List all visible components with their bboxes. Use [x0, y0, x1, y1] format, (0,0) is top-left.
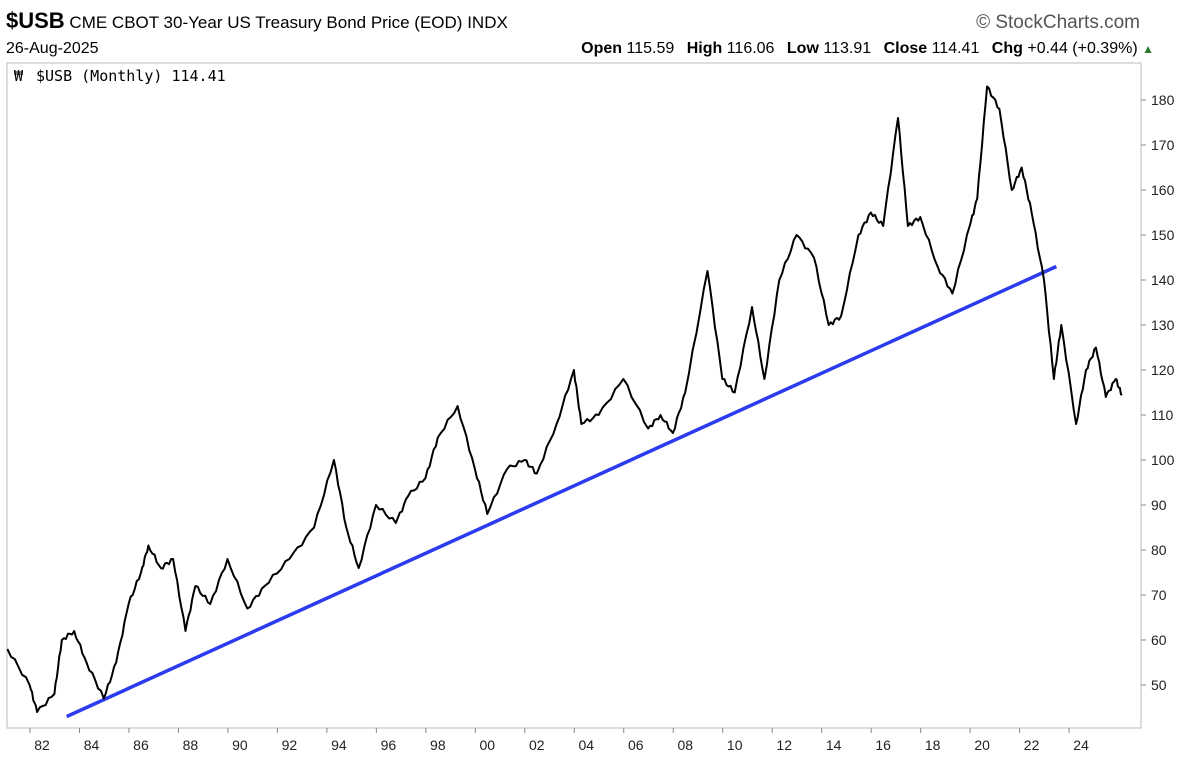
x-tick-label: 22 — [1024, 737, 1040, 753]
symbol: $USB — [6, 8, 65, 33]
y-tick-label: 50 — [1151, 677, 1167, 693]
y-tick-label: 140 — [1151, 272, 1175, 288]
y-tick-label: 160 — [1151, 182, 1175, 198]
close-value: 114.41 — [931, 40, 980, 57]
chg-label: Chg — [991, 40, 1023, 57]
open-label: Open — [581, 40, 623, 57]
ohlc-bar: Open 115.59 High 116.06 Low 113.91 Close… — [573, 40, 1154, 58]
x-tick-label: 06 — [628, 737, 644, 753]
x-tick-label: 02 — [529, 737, 545, 753]
x-tick-label: 92 — [282, 737, 298, 753]
legend-text: $USB (Monthly) 114.41 — [36, 67, 226, 85]
y-tick-label: 130 — [1151, 317, 1175, 333]
chart-title: $USB CME CBOT 30-Year US Treasury Bond P… — [6, 8, 508, 34]
x-tick-label: 20 — [974, 737, 990, 753]
y-tick-label: 90 — [1151, 497, 1167, 513]
brand-watermark: © StockCharts.com — [976, 12, 1140, 33]
x-axis: 82 84 86 88 90 92 94 96 98 00 02 04 06 08 10 12 14 16 18 20… — [29, 728, 1089, 753]
x-tick-label: 04 — [578, 737, 594, 753]
x-tick-label: 82 — [34, 737, 50, 753]
y-tick-label: 70 — [1151, 587, 1167, 603]
quote-date: 26-Aug-2025 — [6, 40, 99, 57]
close-label: Close — [883, 40, 928, 57]
x-tick-label: 90 — [232, 737, 248, 753]
x-tick-label: 86 — [133, 737, 149, 753]
chg-value: +0.44 (+0.39%) — [1027, 40, 1138, 57]
y-axis: 50 60 70 80 90 100 110 120 130 140 150 160 170 180 — [1141, 92, 1175, 693]
x-tick-label: 18 — [925, 737, 941, 753]
title-text: CME CBOT 30-Year US Treasury Bond Price … — [69, 13, 463, 32]
x-tick-label: 98 — [430, 737, 446, 753]
x-tick-label: 96 — [381, 737, 397, 753]
price-series-line — [6, 85, 1123, 713]
x-tick-label: 94 — [331, 737, 347, 753]
plot-frame — [6, 62, 1142, 729]
x-tick-label: 84 — [84, 737, 100, 753]
x-tick-label: 14 — [826, 737, 842, 753]
low-label: Low — [786, 40, 819, 57]
open-value: 115.59 — [626, 40, 675, 57]
legend-icon: ₩ — [14, 67, 24, 85]
x-tick-label: 88 — [183, 737, 199, 753]
x-tick-label: 08 — [677, 737, 693, 753]
y-tick-label: 180 — [1151, 92, 1175, 108]
x-tick-label: 24 — [1073, 737, 1089, 753]
x-tick-label: 12 — [776, 737, 792, 753]
up-arrow-icon: ▲ — [1142, 42, 1154, 56]
x-tick-label: 00 — [480, 737, 496, 753]
low-value: 113.91 — [823, 40, 872, 57]
high-value: 116.06 — [726, 40, 775, 57]
y-tick-label: 60 — [1151, 632, 1167, 648]
y-tick-label: 170 — [1151, 137, 1175, 153]
y-tick-label: 120 — [1151, 362, 1175, 378]
y-tick-label: 100 — [1151, 452, 1175, 468]
y-tick-label: 110 — [1151, 407, 1174, 423]
y-tick-label: 80 — [1151, 542, 1167, 558]
x-tick-label: 10 — [727, 737, 743, 753]
trendline — [66, 264, 1058, 719]
x-tick-label: 16 — [875, 737, 891, 753]
y-tick-label: 150 — [1151, 227, 1175, 243]
exchange: INDX — [467, 13, 508, 32]
high-label: High — [686, 40, 723, 57]
